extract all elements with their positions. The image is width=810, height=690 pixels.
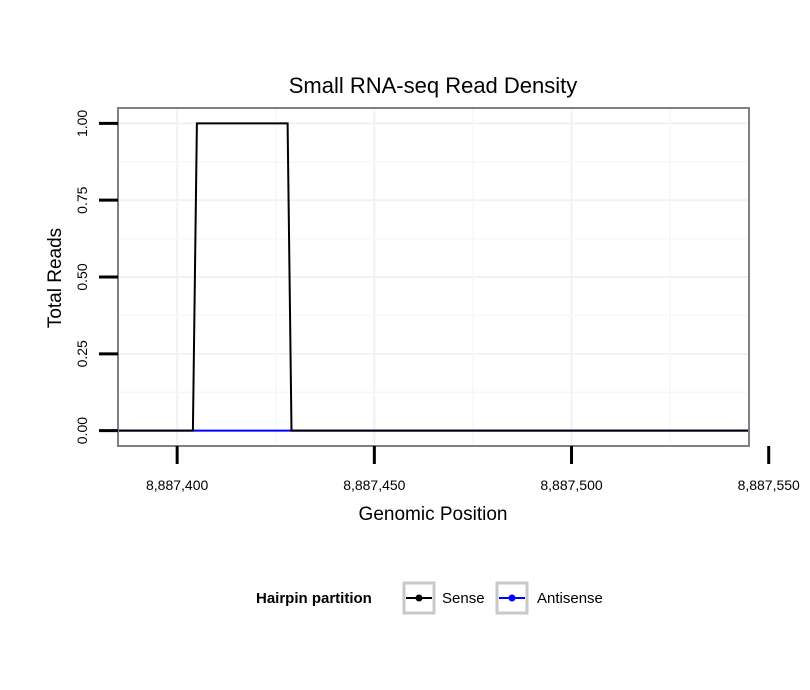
y-tick-label: 0.00 (74, 417, 90, 444)
chart-title: Small RNA-seq Read Density (289, 73, 578, 98)
plot-panel (117, 107, 750, 447)
x-tick-label: 8,887,400 (146, 477, 208, 493)
grid-lines (118, 108, 749, 446)
y-axis-title: Total Reads (45, 228, 66, 328)
x-axis: 8,887,400 8,887,450 8,887,500 8,887,550 (146, 446, 800, 493)
y-tick-label: 0.25 (74, 340, 90, 367)
series-line-sense (118, 122, 749, 432)
legend-key-sense-point (415, 594, 423, 602)
series-lines (118, 122, 749, 432)
x-tick-label: 8,887,500 (540, 477, 602, 493)
legend: Hairpin partition Sense Antisense (256, 581, 603, 615)
legend-item-antisense: Antisense (495, 581, 603, 615)
y-axis: 0.00 0.25 0.50 0.75 1.00 (74, 110, 118, 444)
x-axis-title: Genomic Position (359, 504, 508, 525)
legend-title: Hairpin partition (256, 590, 372, 607)
y-tick-label: 0.50 (74, 263, 90, 290)
x-tick-label: 8,887,550 (738, 477, 800, 493)
y-tick-label: 1.00 (74, 110, 90, 137)
legend-key-antisense-point (508, 594, 516, 602)
y-tick-label: 0.75 (74, 186, 90, 213)
legend-label-sense: Sense (442, 590, 485, 607)
legend-item-sense: Sense (402, 581, 485, 615)
x-tick-label: 8,887,450 (343, 477, 405, 493)
legend-label-antisense: Antisense (537, 590, 603, 607)
